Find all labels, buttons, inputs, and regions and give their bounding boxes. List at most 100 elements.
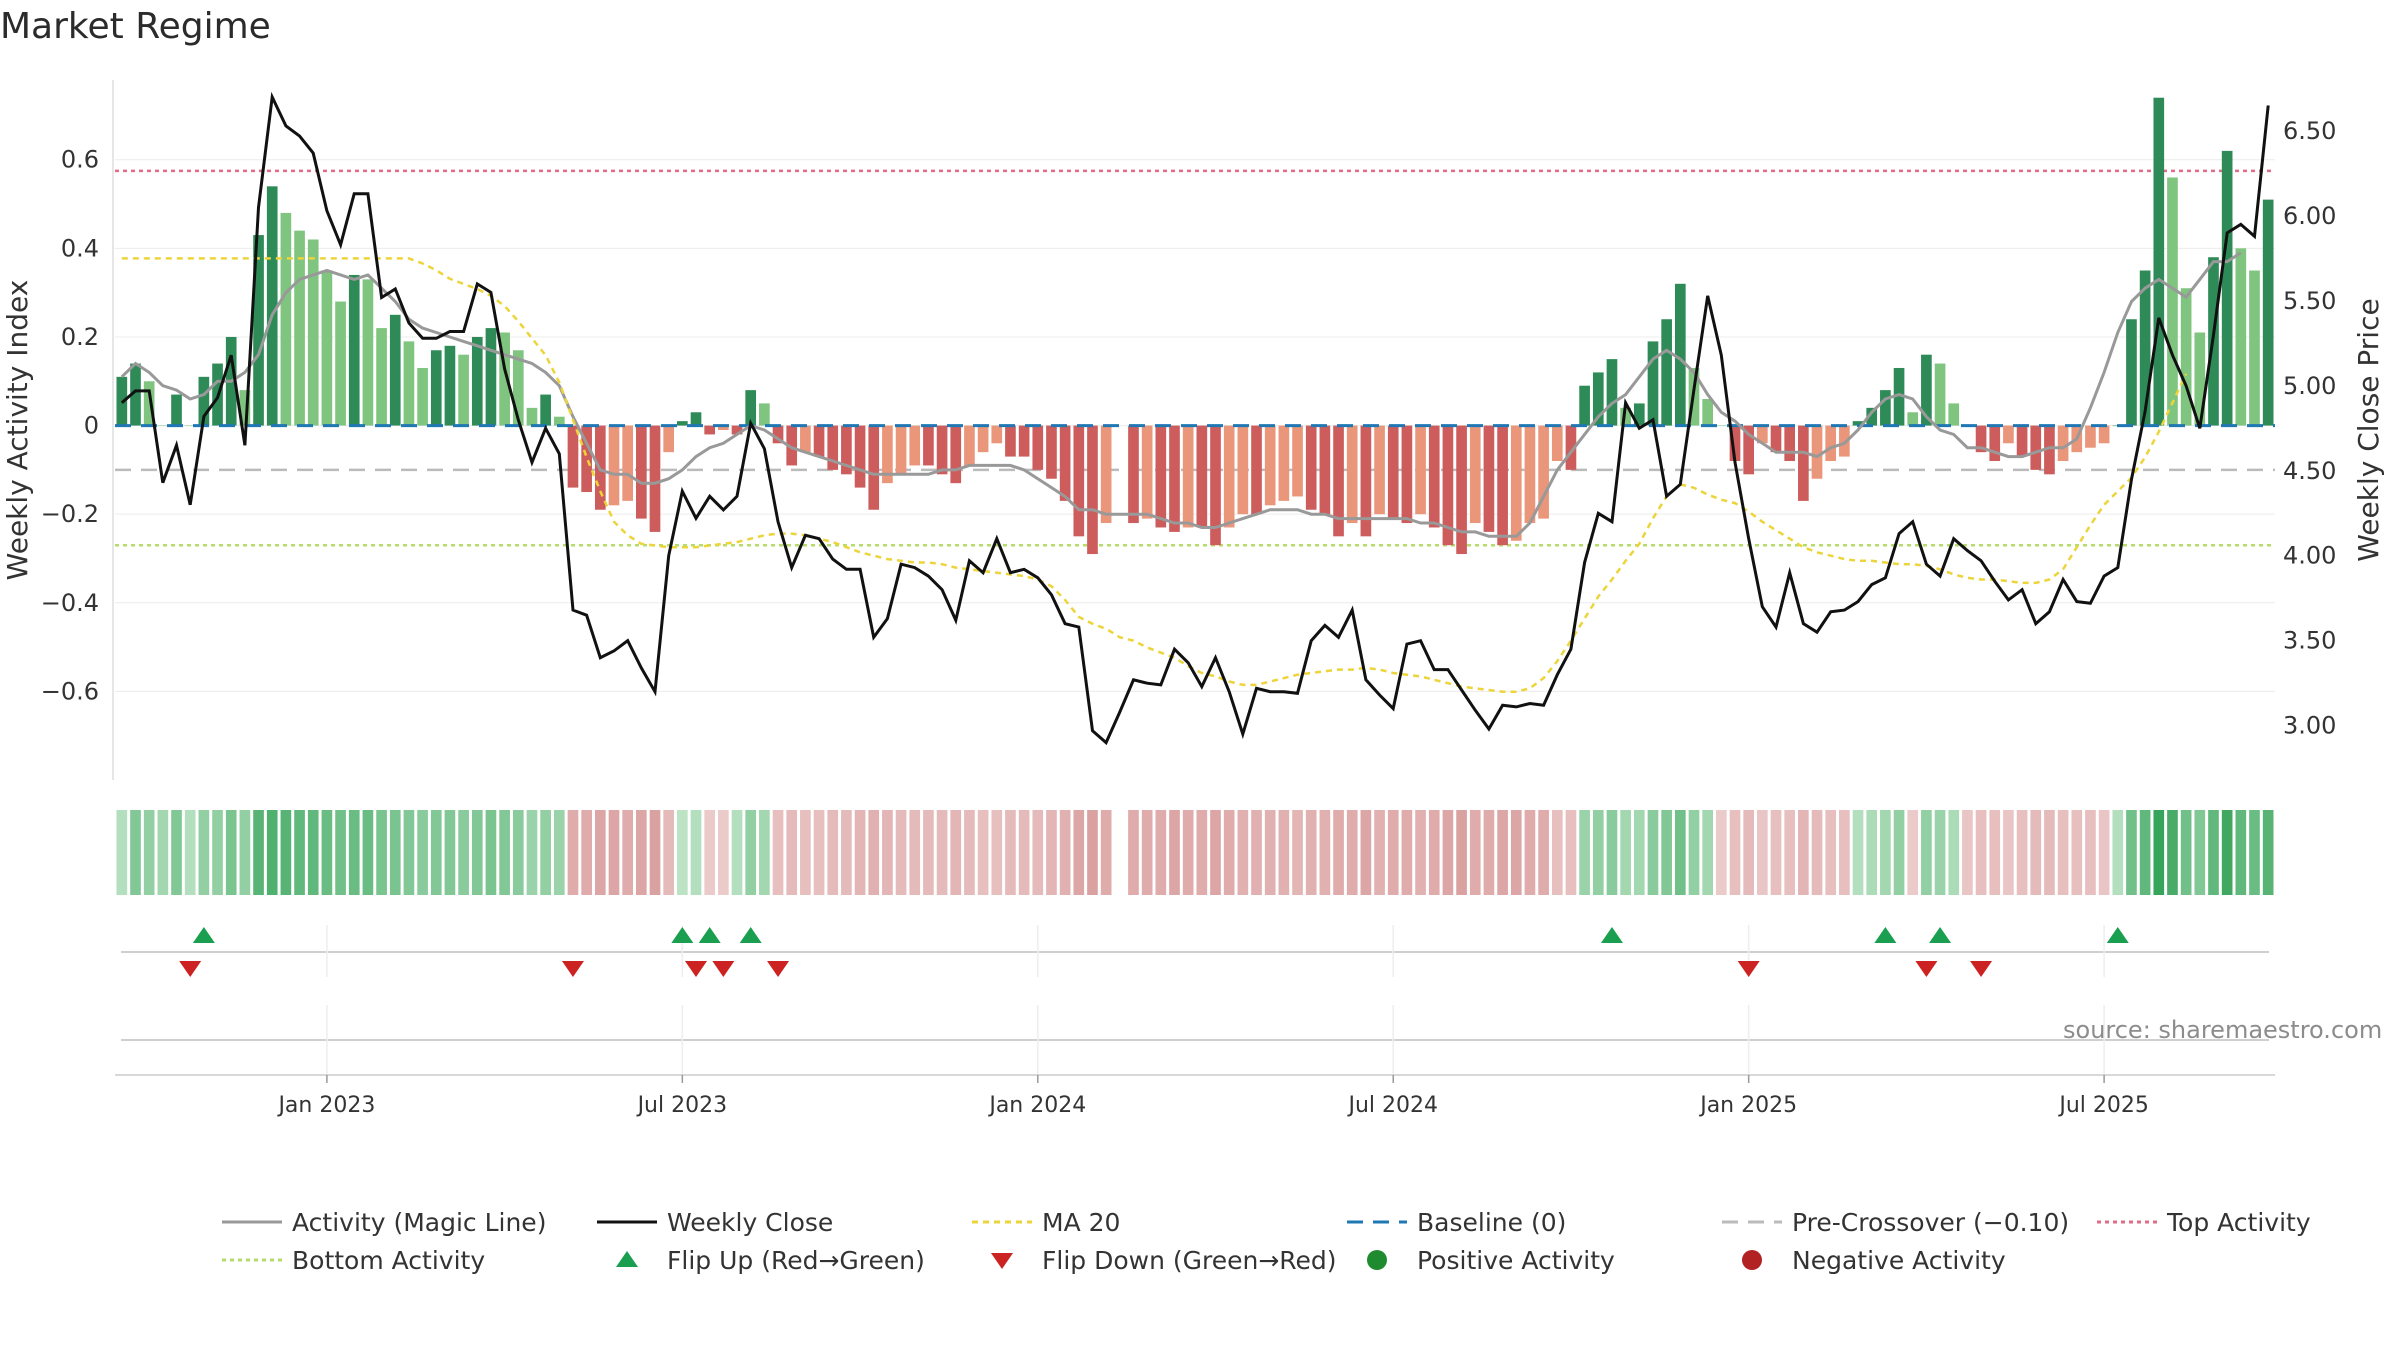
activity-bar	[253, 235, 264, 426]
magic-line	[120, 251, 2242, 538]
activity-bar	[841, 425, 852, 475]
regime-cell	[1401, 810, 1413, 895]
activity-bar	[1442, 425, 1454, 546]
activity-bar	[1196, 425, 1208, 528]
regime-cell	[1880, 810, 1891, 895]
activity-bar	[1798, 425, 1809, 501]
regime-cell	[1305, 810, 1317, 895]
activity-bar	[2167, 177, 2178, 426]
activity-bar	[1387, 425, 1399, 519]
activity-bar	[1292, 425, 1303, 497]
regime-cell	[143, 810, 155, 895]
activity-bar	[1948, 403, 1960, 426]
regime-cell	[882, 810, 893, 895]
regime-cell	[1729, 810, 1741, 895]
regime-cell	[594, 810, 606, 895]
activity-bar	[1319, 425, 1331, 515]
activity-bar	[2126, 319, 2137, 426]
regime-cell	[130, 810, 141, 895]
activity-bar	[1715, 425, 1727, 427]
activity-bar	[1305, 425, 1317, 510]
flip-up-marker	[1600, 927, 1623, 943]
flip-down-marker	[712, 961, 735, 977]
regime-cell	[239, 810, 251, 895]
activity-bar	[2057, 425, 2069, 462]
activity-bar	[813, 425, 825, 457]
activity-bar	[376, 328, 387, 426]
activity-bar	[2044, 425, 2055, 475]
regime-cell	[813, 810, 825, 895]
regime-cell	[512, 810, 524, 895]
regime-cell	[321, 810, 333, 895]
regime-cell	[1428, 810, 1440, 895]
regime-cell	[745, 810, 757, 895]
regime-cell	[2180, 810, 2192, 895]
regime-cell	[690, 810, 702, 895]
flip-down-marker	[561, 961, 584, 977]
activity-bar	[2098, 425, 2110, 444]
regime-cell	[376, 810, 387, 895]
regime-cell	[2235, 810, 2247, 895]
regime-cell	[827, 810, 839, 895]
activity-bar	[540, 394, 551, 426]
regime-cell	[1497, 810, 1508, 895]
activity-bar	[1483, 425, 1495, 532]
activity-bar	[1757, 425, 1768, 444]
regime-cell	[2057, 810, 2069, 895]
y-axis-title: Weekly Activity Index	[1, 280, 34, 581]
regime-cell	[2016, 810, 2028, 895]
activity-bar	[2085, 425, 2096, 448]
x-tick-label: Jul 2023	[636, 1093, 728, 1118]
regime-cell	[1469, 810, 1481, 895]
activity-bar	[1005, 425, 1016, 457]
regime-cell	[2085, 810, 2096, 895]
activity-bar	[923, 425, 934, 466]
activity-bar	[2153, 97, 2165, 426]
regime-cell	[677, 810, 688, 895]
activity-bar	[909, 425, 921, 466]
regime-cell	[1825, 810, 1837, 895]
regime-cell	[1005, 810, 1016, 895]
regime-cell	[212, 810, 223, 895]
regime-cell	[2249, 810, 2260, 895]
regime-cell	[704, 810, 716, 895]
y-tick-label: −0.4	[41, 589, 99, 617]
regime-cell	[1456, 810, 1467, 895]
activity-bar	[1428, 425, 1440, 528]
activity-bar	[1264, 425, 1276, 506]
activity-bar	[622, 425, 633, 501]
activity-bar	[1251, 425, 1262, 515]
activity-bar	[1907, 412, 1919, 426]
regime-cell	[2030, 810, 2042, 895]
regime-cell	[1798, 810, 1809, 895]
regime-cell	[2044, 810, 2055, 895]
flip-down-marker	[1970, 961, 1993, 977]
flip-up-marker	[671, 927, 694, 943]
activity-bar	[1360, 425, 1372, 537]
activity-bar	[130, 363, 141, 426]
activity-bar	[2139, 270, 2151, 426]
activity-bar	[731, 425, 743, 435]
activity-bar	[1374, 425, 1385, 515]
regime-cell	[1346, 810, 1358, 895]
regime-cell	[430, 810, 442, 895]
activity-bar	[1811, 425, 1823, 479]
activity-bar	[991, 425, 1003, 444]
regime-cell	[1538, 810, 1549, 895]
regime-cell	[1169, 810, 1180, 895]
activity-bar	[1223, 425, 1235, 528]
regime-cell	[2167, 810, 2178, 895]
activity-bar	[157, 425, 169, 427]
regime-cell	[1196, 810, 1208, 895]
regime-cell	[581, 810, 592, 895]
activity-bar	[143, 381, 155, 426]
regime-cell	[1210, 810, 1221, 895]
regime-cell	[1948, 810, 1960, 895]
y-tick-label: −0.2	[41, 500, 99, 528]
regime-cell	[649, 810, 661, 895]
activity-bar	[964, 425, 975, 466]
regime-cell	[854, 810, 866, 895]
regime-cell	[663, 810, 675, 895]
activity-bar	[2235, 248, 2247, 426]
